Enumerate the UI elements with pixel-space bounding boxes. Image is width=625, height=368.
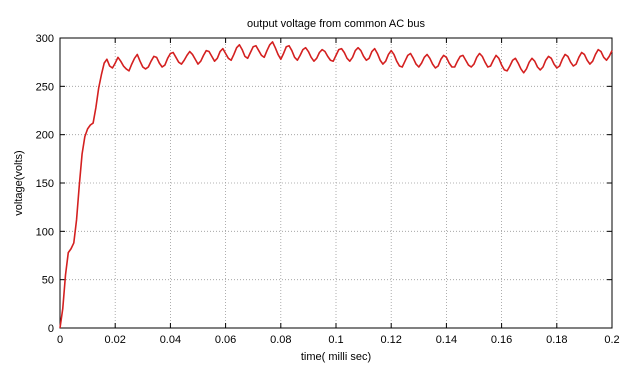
chart-title: output voltage from common AC bus: [247, 18, 425, 30]
y-tick-label: 250: [36, 81, 54, 93]
x-tick-label: 0: [57, 334, 63, 346]
x-tick-label: 0.18: [546, 334, 567, 346]
x-axis-label: time( milli sec): [301, 351, 371, 363]
y-axis-ticks: 0 50 100 150 200 250 300: [36, 33, 612, 335]
y-tick-label: 0: [48, 323, 54, 335]
grid-lines: [60, 38, 612, 328]
y-axis-label: voltage(volts): [13, 150, 25, 215]
y-tick-label: 150: [36, 178, 54, 190]
x-tick-label: 0.08: [270, 334, 291, 346]
y-tick-label: 300: [36, 33, 54, 45]
series-layer: [59, 41, 613, 329]
series-line: [59, 41, 613, 329]
x-tick-label: 0.2: [604, 334, 619, 346]
x-tick-label: 0.06: [215, 334, 236, 346]
x-tick-label: 0.1: [328, 334, 343, 346]
x-tick-label: 0.16: [491, 334, 512, 346]
x-tick-label: 0.04: [160, 334, 181, 346]
x-tick-label: 0.02: [104, 334, 125, 346]
y-tick-label: 50: [42, 275, 54, 287]
x-tick-label: 0.14: [436, 334, 457, 346]
x-axis-ticks: 0 0.02 0.04 0.06 0.08 0.1 0.12 0.14 0.16 0.18 0.2: [57, 38, 620, 346]
y-tick-label: 100: [36, 226, 54, 238]
y-tick-label: 200: [36, 130, 54, 142]
x-tick-label: 0.12: [380, 334, 401, 346]
